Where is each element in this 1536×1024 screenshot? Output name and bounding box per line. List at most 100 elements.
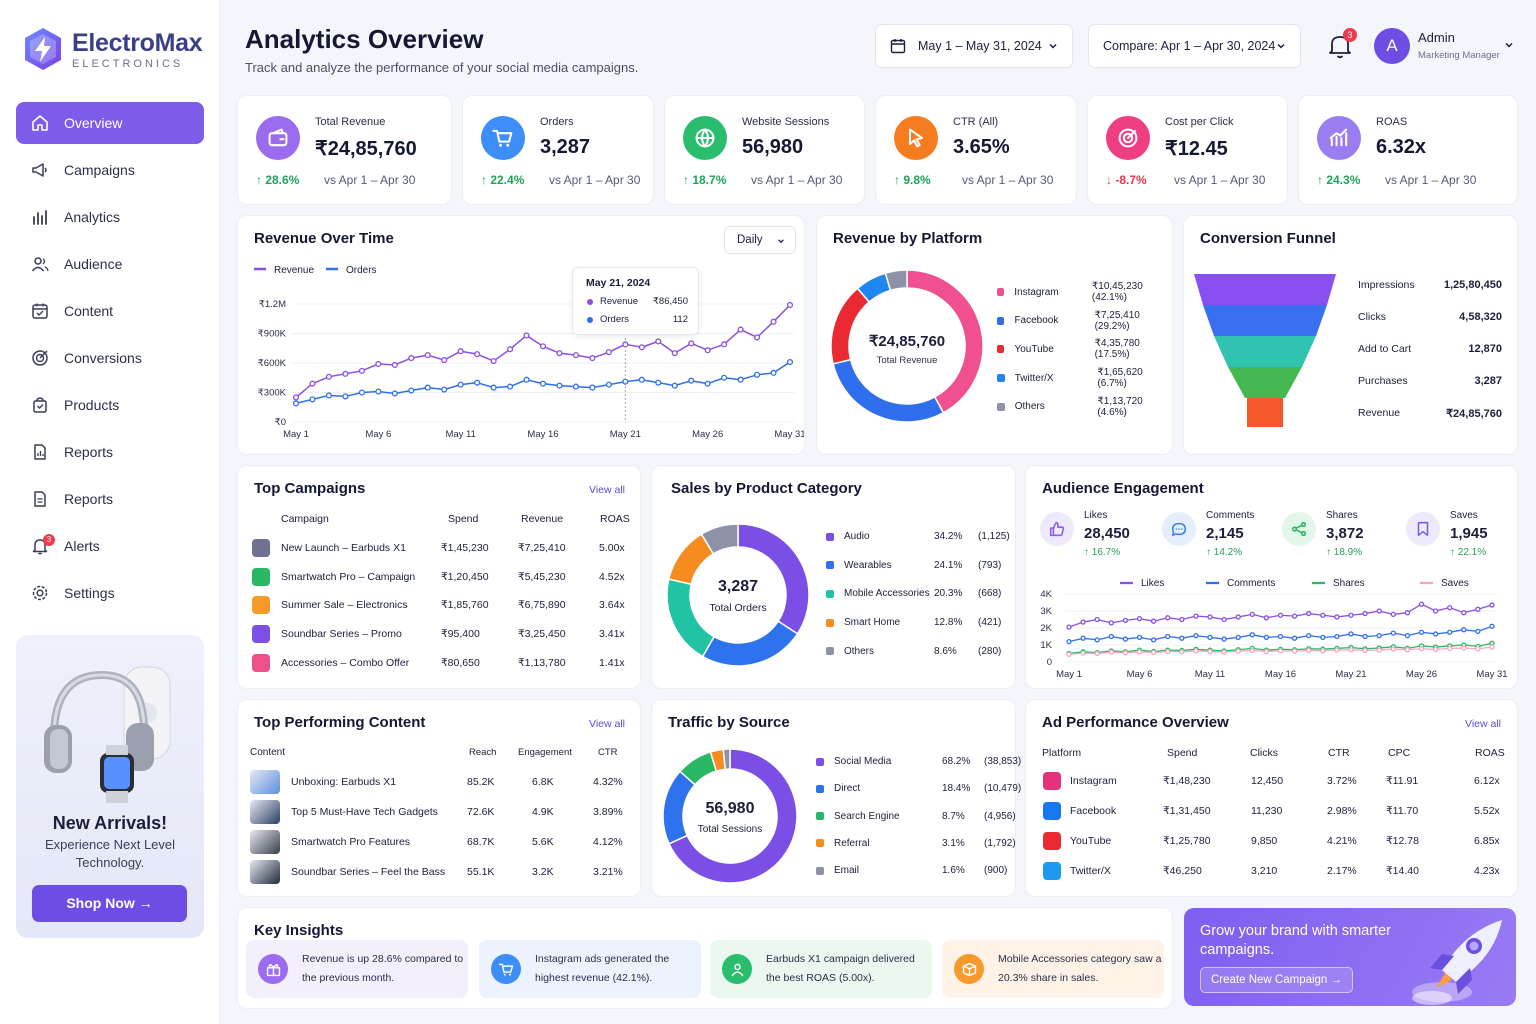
table-row[interactable]: Soundbar Series – Promo ₹95,400 ₹3,25,450 3… — [248, 623, 632, 647]
avatar[interactable]: A — [1374, 28, 1410, 64]
tooltip-date: May 21, 2024 — [586, 277, 651, 289]
table-row[interactable]: New Launch – Earbuds X1 ₹1,45,230 ₹7,25,41… — [248, 537, 632, 561]
campaigns-view-all-link[interactable]: View all — [589, 484, 625, 496]
sidebar-item-conversions[interactable]: Conversions — [16, 337, 204, 379]
table-row[interactable]: Summer Sale – Electronics ₹1,85,760 ₹6,75,… — [248, 594, 632, 618]
campaign-revenue: ₹6,75,890 — [518, 599, 566, 612]
campaign-revenue: ₹7,25,410 — [518, 542, 566, 554]
data-point — [1461, 627, 1467, 633]
ads-view-all-link[interactable]: View all — [1465, 718, 1501, 730]
kpi-card[interactable]: Total Revenue ₹24,85,760 ↑ 28.6% vs Apr 1 –… — [237, 95, 452, 205]
data-point — [1447, 604, 1453, 611]
table-row[interactable]: Smartwatch Pro Features 68.7K 5.6K 4.12% — [248, 829, 632, 855]
sidebar-item-alerts[interactable]: 3 Alerts — [16, 525, 204, 567]
sidebar-item-analytics[interactable]: Analytics — [16, 196, 204, 238]
calendar-edit-icon — [30, 301, 50, 321]
sidebar-item-overview[interactable]: Overview — [16, 102, 204, 144]
data-point — [1179, 649, 1185, 655]
data-point — [1432, 631, 1439, 637]
kpi-card[interactable]: Orders 3,287 ↑ 22.4% vs Apr 1 – Apr 30 — [462, 95, 654, 205]
data-point — [1136, 634, 1143, 640]
sidebar-item-products[interactable]: Products — [16, 384, 204, 426]
kpi-card[interactable]: ROAS 6.32x ↑ 24.3% vs Apr 1 – Apr 30 — [1298, 95, 1518, 205]
ad-roas: 6.85x — [1474, 835, 1500, 847]
data-point — [325, 392, 332, 399]
funnel-stage-value: ₹24,85,760 — [1446, 408, 1502, 420]
ad-ctr: 2.17% — [1327, 865, 1357, 877]
sidebar-item-audience[interactable]: Audience — [16, 243, 204, 285]
insight-text: Earbuds X1 campaign delivered the best R… — [766, 953, 915, 984]
date-range-picker[interactable]: May 1 – May 31, 2024 — [875, 24, 1073, 68]
create-new-campaign-button[interactable]: Create New Campaign → — [1200, 967, 1354, 993]
table-row[interactable]: Twitter/X ₹46,250 3,210 2.17% ₹14.40 4.23x — [1026, 861, 1516, 883]
data-point — [490, 357, 497, 365]
legend-swatch — [826, 647, 834, 656]
kpi-card[interactable]: Website Sessions 56,980 ↑ 18.7% vs Apr 1 – … — [664, 95, 865, 205]
funnel-stage-value: 4,58,320 — [1459, 311, 1502, 323]
legend-value: 1.6% — [942, 865, 965, 877]
sidebar-item-settings[interactable]: Settings — [16, 572, 204, 614]
logo-bolt-icon — [25, 28, 61, 70]
ad-name: Twitter/X — [1070, 865, 1111, 877]
period-select[interactable]: Daily — [724, 226, 796, 254]
table-row[interactable]: Top 5 Must-Have Tech Gadgets 72.6K 4.9K 3.8… — [248, 799, 632, 825]
table-row[interactable]: Smartwatch Pro – Campaign ₹1,20,450 ₹5,45,… — [248, 566, 632, 590]
legend-value: 12.8% — [934, 617, 963, 629]
brand-logo[interactable]: ElectroMax ELECTRONICS — [22, 26, 203, 72]
data-point — [507, 383, 514, 390]
kpi-label: Website Sessions — [742, 116, 830, 128]
kpi-card[interactable]: CTR (All) 3.65% ↑ 9.8% vs Apr 1 – Apr 30 — [875, 95, 1077, 205]
compare-range-picker[interactable]: Compare: Apr 1 – Apr 30, 2024 — [1088, 24, 1301, 68]
table-row[interactable]: Instagram ₹1,48,230 12,450 3.72% ₹11.91 6.12x — [1026, 771, 1516, 793]
kpi-card[interactable]: Cost per Click ₹12.45 ↓ -8.7% vs Apr 1 – Ap… — [1087, 95, 1288, 205]
legend-value: 3.1% — [942, 837, 965, 849]
shop-now-button[interactable]: Shop Now → — [32, 885, 187, 922]
ad-name: Facebook — [1070, 805, 1117, 817]
data-point — [1376, 608, 1382, 614]
sidebar-item-reports[interactable]: Reports — [16, 431, 204, 473]
y-tick-label: ₹600K — [258, 358, 287, 369]
notifications-bell-icon[interactable] — [1327, 32, 1353, 60]
user-menu-chevron-icon[interactable] — [1504, 40, 1514, 50]
notifications-badge: 3 — [1343, 28, 1357, 42]
stat-change: ↑ 14.2% — [1206, 547, 1243, 558]
user-name[interactable]: Admin — [1418, 30, 1455, 45]
data-point — [1390, 611, 1396, 618]
table-row[interactable]: Accessories – Combo Offer ₹80,650 ₹1,13,78… — [248, 652, 632, 676]
x-tick-label: May 1 — [1056, 669, 1082, 680]
data-point — [688, 377, 695, 384]
page-title: Analytics Overview — [245, 24, 484, 54]
ad-roas: 5.52x — [1474, 805, 1500, 817]
ad-spend: ₹46,250 — [1163, 865, 1202, 877]
data-point — [375, 388, 382, 395]
donut-slice — [722, 748, 731, 771]
y-tick-label: ₹1.2M — [259, 299, 286, 310]
x-tick-label: May 21 — [1335, 669, 1366, 680]
data-point — [1193, 613, 1199, 619]
table-row[interactable]: Unboxing: Earbuds X1 85.2K 6.8K 4.32% — [248, 769, 632, 795]
funnel-stage-label: Purchases — [1358, 375, 1408, 387]
sidebar-item-content[interactable]: Content — [16, 290, 204, 332]
legend-swatch — [997, 345, 1005, 354]
table-row[interactable]: YouTube ₹1,25,780 9,850 4.21% ₹12.78 6.85x — [1026, 831, 1516, 853]
revenue-by-platform-card: Revenue by Platform ₹24,85,760 Total Rev… — [816, 215, 1173, 455]
table-row[interactable]: Facebook ₹1,31,450 11,230 2.98% ₹11.70 5.52x — [1026, 801, 1516, 823]
legend-item: Facebook ₹7,25,410 (29.2%) — [997, 310, 1172, 332]
kpi-value: 3.65% — [953, 136, 1010, 158]
ad-roas: 6.12x — [1474, 775, 1500, 787]
y-tick-label: 1K — [1040, 640, 1052, 651]
content-view-all-link[interactable]: View all — [589, 718, 625, 730]
legend-name: Wearables — [844, 559, 892, 571]
kpi-change: ↑ 24.3% — [1317, 173, 1361, 187]
content-name: Soundbar Series – Feel the Bass — [291, 866, 446, 878]
content-ctr: 4.32% — [593, 776, 623, 788]
sidebar: ElectroMax ELECTRONICS Overview Campaign… — [0, 0, 220, 1024]
sidebar-item-campaigns[interactable]: Campaigns — [16, 149, 204, 191]
data-point — [605, 381, 612, 388]
data-point — [1348, 647, 1354, 653]
table-row[interactable]: Soundbar Series – Feel the Bass 55.1K 3.2K… — [248, 859, 632, 885]
content-thumbnail — [250, 770, 280, 794]
legend-value: 8.6% — [934, 645, 957, 657]
sidebar-item-reports-2[interactable]: Reports — [16, 478, 204, 520]
data-point — [1108, 620, 1114, 626]
